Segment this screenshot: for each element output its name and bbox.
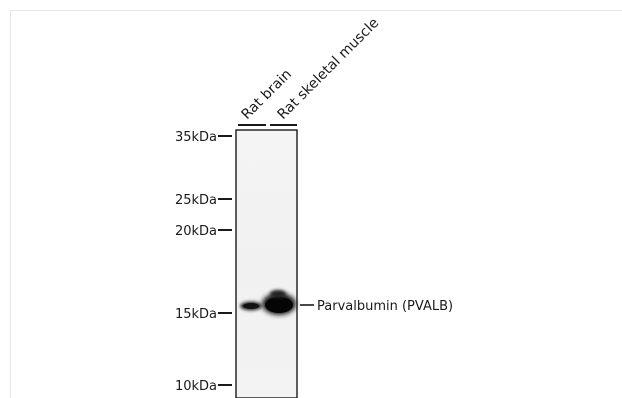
band-rat-brain	[240, 301, 262, 311]
mw-marker-15: 15kDa	[175, 307, 232, 322]
mw-marker-35: 35kDa	[175, 130, 232, 145]
mw-label-35: 35kDa	[175, 130, 217, 145]
mw-label-10: 10kDa	[175, 379, 217, 394]
mw-label-25: 25kDa	[175, 193, 217, 208]
figure-border-top	[10, 10, 622, 11]
band-label-pvalb: Parvalbumin (PVALB)	[317, 299, 453, 314]
figure-border-left	[10, 10, 11, 398]
mw-label-15: 15kDa	[175, 307, 217, 322]
lane-label-rat-skeletal-muscle: Rat skeletal muscle	[275, 15, 383, 123]
band-rat-skeletal-muscle	[262, 290, 296, 315]
blot-membrane	[235, 129, 298, 398]
mw-marker-10: 10kDa	[175, 379, 232, 394]
mw-marker-25: 25kDa	[175, 193, 232, 208]
mw-marker-20: 20kDa	[175, 224, 232, 239]
mw-label-20: 20kDa	[175, 224, 217, 239]
